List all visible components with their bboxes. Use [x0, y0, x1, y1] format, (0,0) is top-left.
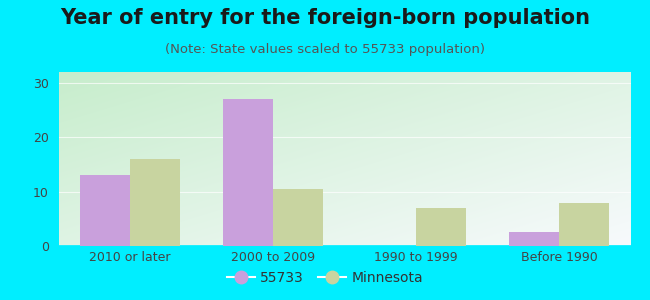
Bar [223, 99, 273, 246]
Text: (Note: State values scaled to 55733 population): (Note: State values scaled to 55733 popu… [165, 44, 485, 56]
Bar [273, 189, 323, 246]
Bar [80, 175, 130, 246]
Legend: 55733, Minnesota: 55733, Minnesota [222, 265, 428, 290]
Text: Year of entry for the foreign-born population: Year of entry for the foreign-born popul… [60, 8, 590, 28]
Bar [509, 232, 559, 246]
Bar [559, 202, 609, 246]
Bar [416, 208, 466, 246]
Bar [130, 159, 180, 246]
